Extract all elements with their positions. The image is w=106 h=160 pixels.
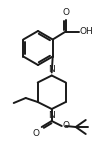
Text: OH: OH [80, 27, 93, 36]
Text: N: N [48, 111, 55, 120]
Text: O: O [63, 121, 70, 131]
Text: O: O [62, 8, 69, 16]
Text: N: N [48, 65, 55, 74]
Text: O: O [33, 129, 40, 138]
